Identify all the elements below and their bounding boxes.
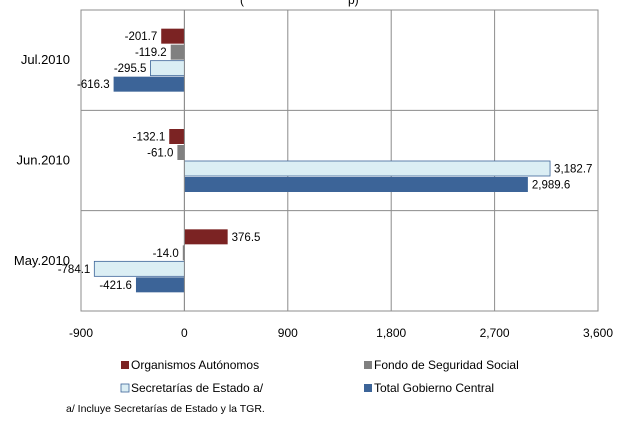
x-tick-label: 0 [181, 326, 188, 340]
legend-swatch [120, 383, 130, 393]
x-tick-label: 1,800 [376, 326, 406, 340]
legend-label: Organismos Autónomos [131, 358, 259, 372]
x-tick-label: -900 [69, 326, 93, 340]
bar [161, 28, 185, 44]
bar [183, 160, 551, 177]
legend-label: Fondo de Seguridad Social [374, 358, 519, 372]
data-label: -132.1 [133, 132, 166, 144]
legend-swatch [121, 361, 129, 369]
category-label: Jun.2010 [17, 153, 71, 168]
bar [184, 229, 228, 245]
legend-swatch [364, 361, 372, 369]
bar [135, 277, 185, 293]
footnote: a/ Incluye Secretarías de Estado y la TG… [66, 403, 265, 415]
bar [113, 76, 185, 92]
bar [184, 177, 528, 192]
data-label: -784.1 [58, 264, 91, 276]
chart-title-fragment-left: ( [240, 0, 244, 7]
x-tick-label: 3,600 [583, 326, 613, 340]
data-label: -61.0 [147, 148, 173, 160]
data-label: -295.5 [114, 63, 147, 75]
data-label: -616.3 [77, 79, 110, 91]
data-label: 3,182.7 [554, 164, 592, 176]
data-label: 376.5 [232, 232, 261, 244]
legend: Organismos Autónomos Fondo de Seguridad S… [120, 358, 519, 395]
bar [169, 129, 185, 144]
x-tick-label: 900 [278, 326, 298, 340]
bar [150, 60, 185, 77]
data-label: 2,989.6 [532, 180, 570, 192]
x-tick-label: 2,700 [480, 326, 510, 340]
data-label: -421.6 [99, 280, 132, 292]
chart-title-fragment-right: p) [348, 0, 359, 7]
data-label: -119.2 [135, 47, 167, 59]
bar [182, 245, 185, 261]
bar [177, 145, 185, 160]
category-label: Jul.2010 [21, 52, 70, 67]
category-label: May.2010 [14, 253, 70, 268]
bar [170, 44, 185, 60]
data-label: -14.0 [153, 248, 179, 260]
legend-label: Secretarías de Estado a/ [131, 381, 264, 395]
bar [93, 260, 185, 277]
data-label: -201.7 [125, 31, 158, 43]
legend-label: Total Gobierno Central [374, 381, 494, 395]
plot-border [80, 9, 599, 312]
plot-area: -900 0 900 1,800 2,700 3,600 Jul.2010 -201.7 -11… [14, 9, 613, 340]
legend-swatch [364, 384, 372, 392]
